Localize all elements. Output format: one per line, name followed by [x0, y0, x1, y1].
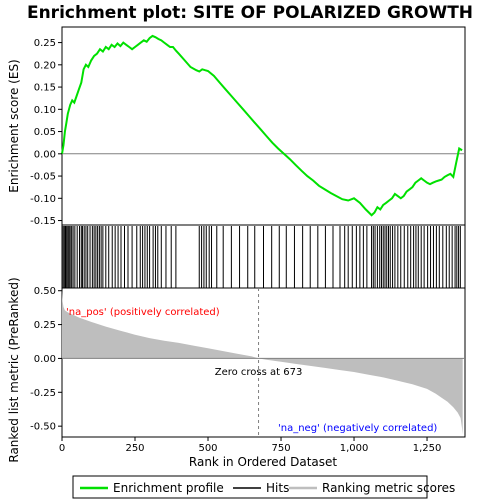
es-y-tick-label: 0.05 [34, 127, 56, 138]
pos-correlated-label: 'na_pos' (positively correlated) [66, 307, 220, 318]
x-ticks: 0 250 500 750 1,000 1,250 [59, 437, 442, 454]
es-y-tick-label: -0.10 [30, 194, 56, 205]
metric-y-tick-label: 0.50 [34, 286, 56, 297]
es-y-axis-label: Enrichment score (ES) [7, 59, 21, 192]
metric-y-ticks: -0.50 -0.25 0.00 0.25 0.50 [30, 286, 62, 433]
es-panel: -0.15-0.10-0.050.000.050.100.150.200.25 … [7, 26, 466, 227]
metric-y-axis-label: Ranked list metric (PreRanked) [7, 277, 21, 462]
es-y-tick-label: 0.25 [34, 38, 56, 49]
metric-y-tick-label: 0.25 [34, 320, 56, 331]
legend-metric-label: Ranking metric scores [322, 481, 455, 495]
es-profile-line [61, 34, 463, 217]
neg-correlated-label: 'na_neg' (negatively correlated) [278, 423, 437, 434]
chart-title: Enrichment plot: SITE OF POLARIZED GROWT… [27, 3, 473, 23]
x-tick-label: 1,000 [340, 443, 369, 454]
es-y-tick-label: 0.15 [34, 83, 56, 94]
x-axis-label: Rank in Ordered Dataset [189, 455, 337, 469]
metric-y-tick-label: 0.00 [34, 354, 56, 365]
x-tick-label: 1,250 [413, 443, 442, 454]
es-y-tick-label: -0.05 [30, 172, 56, 183]
legend-enrichment-label: Enrichment profile [113, 481, 224, 495]
x-tick-label: 500 [198, 443, 217, 454]
es-y-tick-label: 0.10 [34, 105, 56, 116]
metric-area [62, 290, 463, 435]
x-tick-label: 0 [59, 443, 65, 454]
metric-panel: 'na_pos' (positively correlated) Zero cr… [7, 277, 466, 469]
hit-lines [62, 226, 461, 288]
es-y-tick-label: 0.20 [34, 60, 56, 71]
metric-y-tick-label: -0.50 [30, 422, 56, 433]
legend-hits-label: Hits [266, 481, 289, 495]
metric-y-tick-label: -0.25 [30, 388, 56, 399]
es-y-tick-label: -0.15 [30, 216, 56, 227]
es-y-ticks: -0.15 -0.10 -0.05 0.00 0.05 0.10 0.15 0.20 0.25 [30, 38, 62, 227]
legend-box [72, 475, 428, 499]
es-y-tick-label: 0.00 [34, 149, 56, 160]
legend: Enrichment profile Hits Ranking metric s… [72, 475, 455, 499]
zero-cross-label: Zero cross at 673 [215, 367, 303, 378]
x-tick-label: 250 [125, 443, 144, 454]
x-tick-label: 750 [271, 443, 290, 454]
es-plot-frame [61, 26, 466, 226]
